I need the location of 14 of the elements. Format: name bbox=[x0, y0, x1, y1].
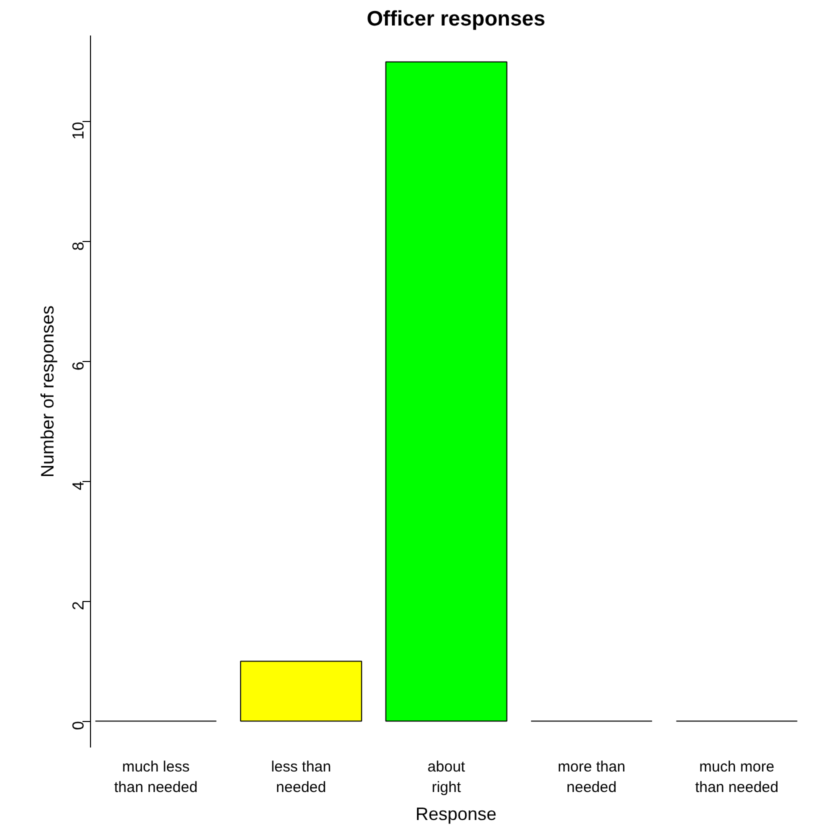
chart-title: Officer responses bbox=[366, 8, 546, 30]
y-axis-title: Number of responses bbox=[38, 305, 58, 478]
y-tick-label: 4 bbox=[70, 481, 88, 490]
y-tick-label: 2 bbox=[70, 601, 88, 610]
y-tick-label: 8 bbox=[70, 242, 88, 251]
y-tick-label: 10 bbox=[70, 122, 88, 140]
y-tick-label: 6 bbox=[70, 361, 88, 370]
x-tick-label: about right bbox=[428, 758, 466, 796]
x-tick-label: much less than needed bbox=[114, 758, 198, 796]
x-tick-label: much more than needed bbox=[695, 758, 778, 796]
x-axis-title: Response bbox=[415, 804, 497, 824]
x-tick-label: more than needed bbox=[558, 758, 626, 796]
x-tick-label: less than needed bbox=[271, 758, 332, 796]
y-tick-label: 0 bbox=[70, 721, 88, 730]
